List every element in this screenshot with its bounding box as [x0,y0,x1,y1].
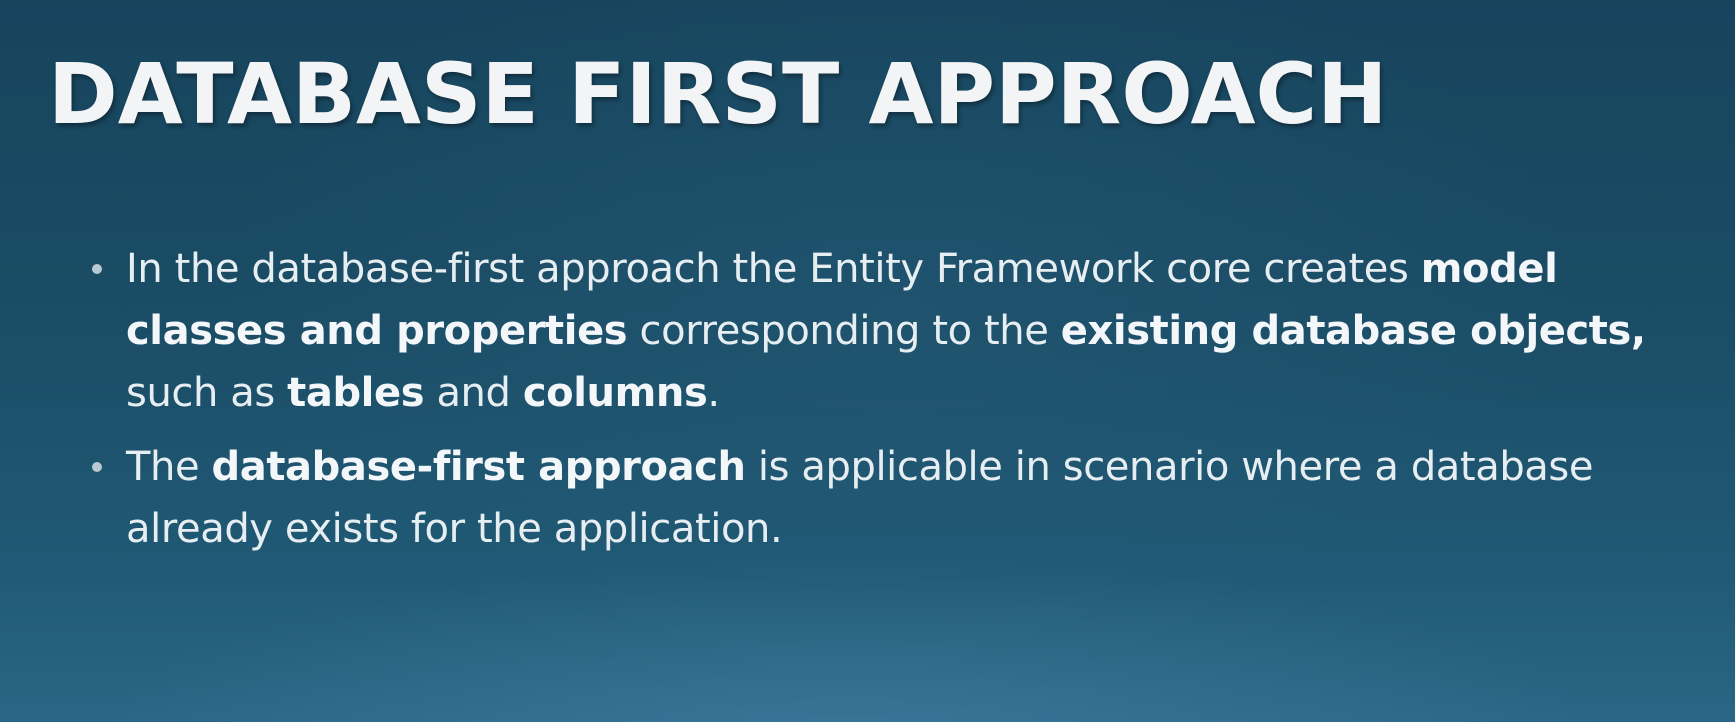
bullet-list: In the database-first approach the Entit… [0,238,1735,560]
bullet-item: In the database-first approach the Entit… [0,238,1666,424]
bullet-text-bold: tables [287,370,425,416]
bullet-text-normal: corresponding to the [627,308,1061,354]
bullet-text-normal: and [424,370,523,416]
bullet-item: The database-first approach is applicabl… [0,436,1666,560]
bullet-text-bold: database-first approach [211,444,746,490]
bullet-text-bold: columns [522,370,708,416]
bullet-dot-icon [92,462,102,472]
bullet-text-normal: In the database-first approach the Entit… [126,246,1421,292]
bullet-text-bold: model classes and properties [126,246,1558,354]
bullet-dot-icon [92,264,102,274]
bullet-text-normal: is applicable in scenario where a databa… [126,444,1594,552]
slide-title: DATABASE FIRST APPROACH [48,45,1388,143]
bullet-text-bold: existing database objects, [1060,308,1646,354]
bullet-text-normal: such as [126,370,288,416]
bullet-text-normal: . [707,370,720,416]
bullet-text-normal: The [126,444,212,490]
